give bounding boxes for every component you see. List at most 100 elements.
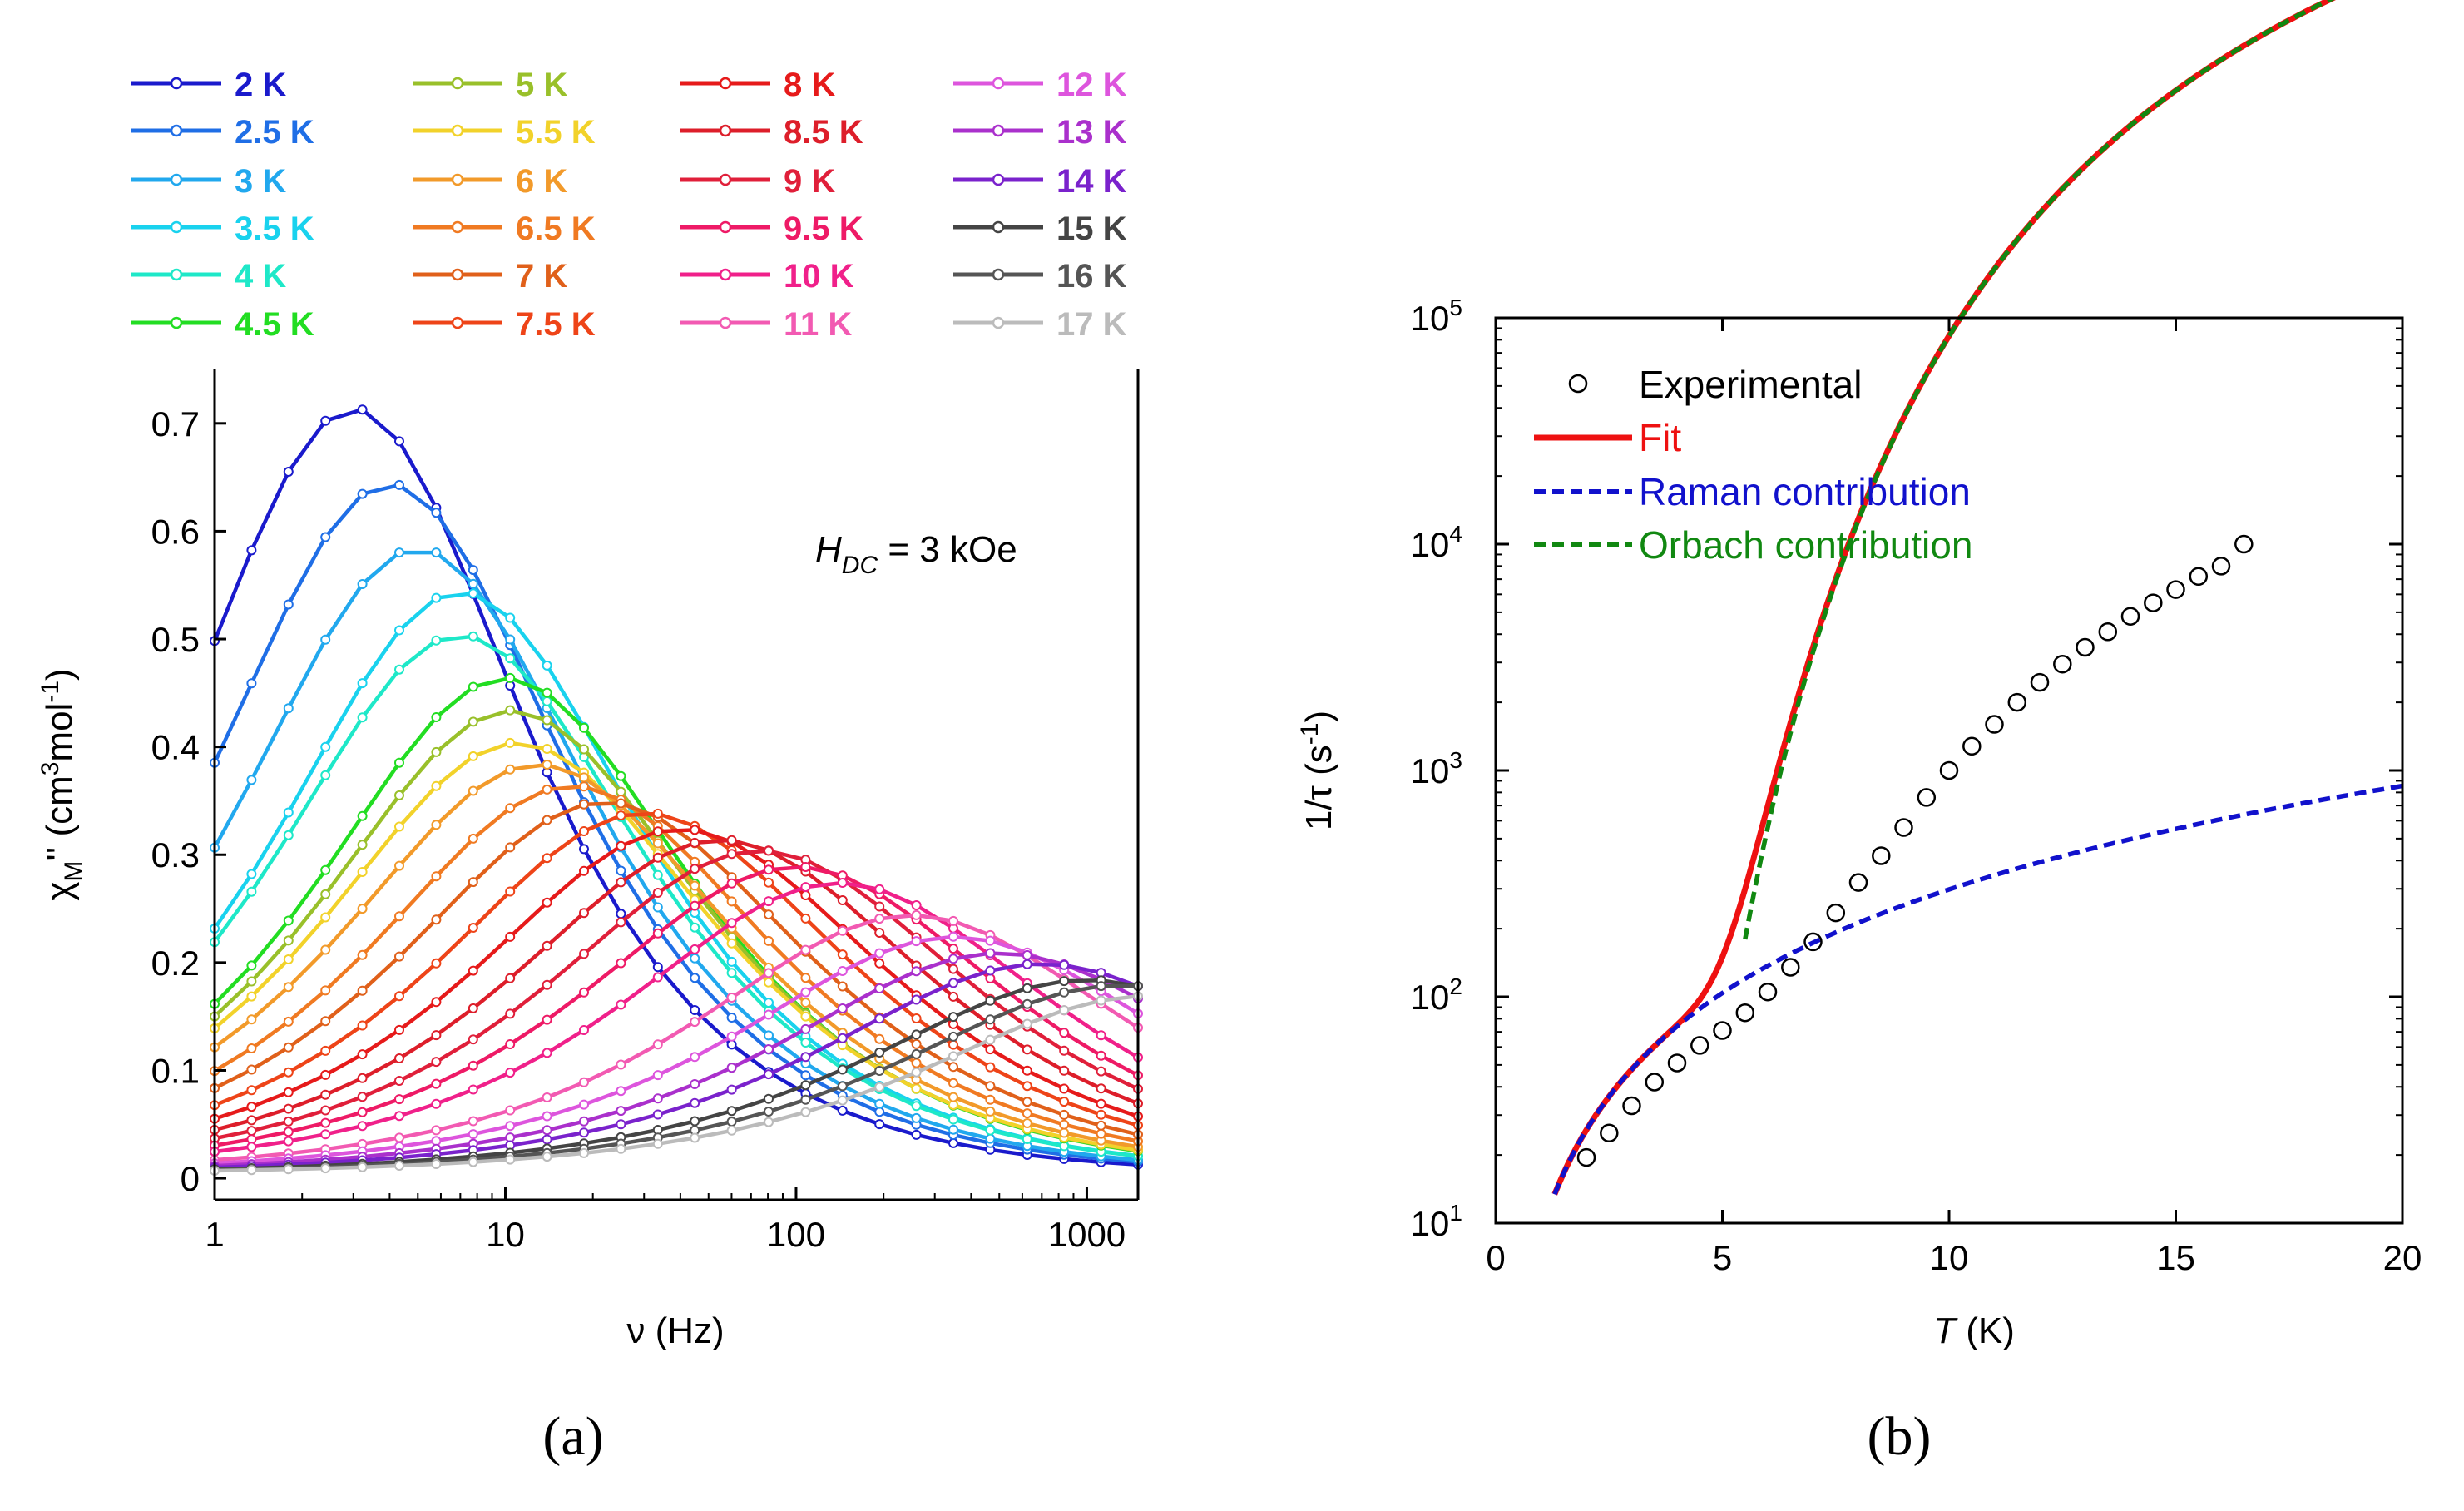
series-point [1059,1109,1070,1120]
series-point [948,1012,958,1023]
series-point [690,837,700,848]
series-point [1022,959,1032,969]
experimental-point [1848,873,1868,892]
legend-label: 2.5 K [235,114,314,151]
series-line-5-5-K [213,741,1139,1152]
series-point [505,705,516,716]
series-point [800,862,811,872]
series-point [357,488,368,499]
experimental-point [1600,1123,1619,1143]
series-point [542,979,552,990]
legend-marker [992,220,1005,234]
legend-marker [451,124,464,137]
series-point [652,962,663,973]
series-point [874,928,885,938]
series-point [837,1033,848,1043]
series-point [985,1062,996,1073]
series-line-3-K [213,550,1139,1162]
panel-b-x-axis-label: T (K) [1933,1310,2015,1351]
experimental-point [2166,580,2185,599]
series-point [616,909,626,919]
series-point [357,1073,368,1083]
series-point [800,1094,811,1105]
series-point [652,1109,663,1120]
series-point [320,864,331,875]
series-point [1096,995,1106,1006]
series-point [468,578,478,589]
series-point [394,1053,404,1063]
series-point [431,1078,442,1089]
series-point [394,479,404,490]
series-point [726,1117,737,1127]
series-point [800,1023,811,1034]
series-point [394,991,404,1002]
series-point [690,1132,700,1143]
series-point [1096,1109,1106,1120]
series-point [505,612,516,623]
panel-a-y-tick-label: 0.2 [151,944,200,983]
legend-label: 3.5 K [235,211,314,247]
series-point [837,949,848,960]
panel-a-x-tick-label: 1 [205,1215,224,1254]
panel-b-legend: Experimental Fit Raman contribution Orba… [1534,363,1972,567]
series-point [283,599,294,610]
panel-b-y-axis-label: 1/τ (s-1) [1296,711,1339,830]
series-point [579,744,589,755]
series-point [690,1079,700,1089]
experimental-point [1985,715,2004,734]
series-point [505,634,516,645]
experimental-point [2120,607,2140,626]
series-point [505,1105,516,1116]
series-point [1059,1005,1070,1016]
experimental-point [1622,1096,1641,1116]
series-point [357,1162,368,1172]
experimental-point [2234,534,2254,554]
series-point [468,1003,478,1013]
panel-a-x-axis-label: ν (Hz) [626,1310,724,1351]
legend-fit-label: Fit [1639,416,1681,459]
series-point [283,1067,294,1078]
experimental-point [2053,654,2072,674]
series-point [874,1082,885,1092]
series-point [320,1069,331,1080]
series-point [283,1016,294,1027]
series-point [800,944,811,955]
panel-a-x-tick-label: 10 [486,1215,525,1254]
series-point [652,838,663,849]
series-point [246,1043,257,1053]
legend-label: 8.5 K [784,114,863,151]
experimental-point [1713,1021,1732,1040]
series-point [948,1051,958,1062]
series-point [431,635,442,646]
series-point [394,1024,404,1035]
series-point [505,737,516,748]
panel-a-y-tick-label: 0.4 [151,728,200,767]
series-point [394,951,404,962]
legend-label: 15 K [1056,211,1127,247]
experimental-point [1917,788,1937,807]
series-point [911,1058,922,1068]
series-point [320,532,331,542]
series-point [431,871,442,882]
series-point [579,826,589,836]
series-point [1022,949,1032,960]
series-point [1059,1119,1070,1130]
experimental-point [2007,692,2027,712]
series-point [948,944,958,954]
series-point [652,902,663,913]
series-point [468,785,478,796]
series-point [579,1025,589,1035]
series-point [652,1039,663,1050]
series-point [616,917,626,928]
series-point [652,869,663,880]
series-point [616,1059,626,1070]
series-point [800,1011,811,1022]
series-point [985,1081,996,1092]
series-point [911,966,922,977]
series-point [726,968,737,978]
series-point [394,1132,404,1143]
series-line-8-K [214,828,1139,1121]
legend-label: 16 K [1056,258,1127,295]
series-point [616,865,626,876]
panel-a-y-tick-label: 0.7 [151,404,200,443]
